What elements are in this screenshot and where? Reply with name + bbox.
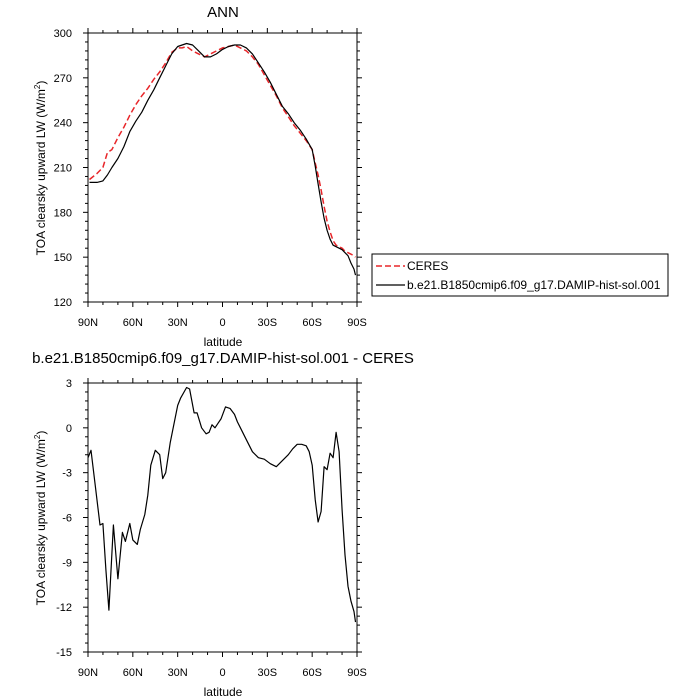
legend-label-ceres: CERES [407,259,448,273]
x-tick-label: 90N [78,317,98,329]
y-axis-label-main: TOA clearsky upward LW (W/m [34,89,48,255]
y-axis-label-superscript: 2 [33,434,42,439]
y-axis-label-superscript: 2 [33,84,42,89]
y-tick-label: 3 [66,378,72,390]
x-tick-label: 60S [302,317,322,329]
y-tick-label: -12 [56,602,72,614]
x-axis-label: latitude [204,685,243,699]
y-tick-label: 210 [54,163,72,175]
y-axis-label-close: ) [34,81,48,85]
chart-title: b.e21.B1850cmip6.f09_g17.DAMIP-hist-sol.… [32,350,414,367]
y-tick-label: -9 [62,557,72,569]
legend: CERES b.e21.B1850cmip6.f09_g17.DAMIP-his… [371,253,669,297]
x-axis-label: latitude [204,335,243,349]
x-tick-label: 0 [219,317,225,329]
x-ticks: 90N 60N 30N 0 30S 60S 90S [78,28,367,329]
y-tick-label: -15 [56,647,72,659]
legend-label-model: b.e21.B1850cmip6.f09_g17.DAMIP-hist-sol.… [407,278,661,292]
series-line-ceres [89,44,357,258]
y-axis-label-close: ) [34,431,48,435]
x-tick-label: 90S [347,317,367,329]
x-tick-label: 30S [258,317,278,329]
y-tick-label: 150 [54,252,72,264]
series-line-model [89,42,357,276]
legend-box [371,253,669,297]
y-axis-label-main: TOA clearsky upward LW (W/m [34,439,48,605]
x-tick-label: 30S [258,667,278,679]
y-tick-label: 120 [54,297,72,309]
y-tick-label: 180 [54,207,72,219]
y-tick-label: 0 [66,423,72,435]
panel-bottom: b.e21.B1850cmip6.f09_g17.DAMIP-hist-sol.… [32,350,414,699]
x-tick-label: 60N [123,317,143,329]
y-ticks: 120 150 180 210 240 270 300 [54,28,362,309]
y-tick-label: 300 [54,28,72,40]
x-tick-label: 0 [219,667,225,679]
chart-title: ANN [207,4,239,21]
panel-top: ANN 120 150 180 210 240 270 300 90N 60N 30N 0 30S 6… [33,4,669,349]
y-ticks: 3 0 -3 -6 -9 -12 -15 [56,378,362,659]
series-group [89,42,357,276]
x-tick-label: 90S [347,667,367,679]
y-tick-label: -3 [62,468,72,480]
series-group [87,386,357,623]
x-tick-label: 90N [78,667,98,679]
x-tick-label: 30N [168,317,188,329]
y-tick-label: 270 [54,73,72,85]
x-tick-label: 60N [123,667,143,679]
y-axis-label: TOA clearsky upward LW (W/m2) [33,431,48,606]
plot-frame [87,382,358,653]
y-tick-label: 240 [54,118,72,130]
y-tick-label: -6 [62,513,72,525]
y-axis-label: TOA clearsky upward LW (W/m2) [33,81,48,256]
x-tick-label: 30N [168,667,188,679]
x-tick-label: 60S [302,667,322,679]
series-line-difference [87,386,357,623]
x-ticks: 90N 60N 30N 0 30S 60S 90S [78,378,367,679]
